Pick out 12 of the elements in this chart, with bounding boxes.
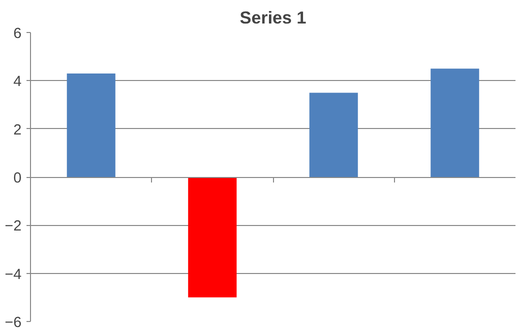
y-tick-label: −6 [4, 315, 22, 331]
y-tick-label: 0 [13, 170, 22, 186]
y-tick-label: 2 [13, 122, 22, 138]
bar [66, 73, 116, 177]
bar [430, 68, 480, 177]
bar [188, 177, 237, 298]
bar [309, 92, 358, 177]
y-tick-label: −4 [4, 266, 22, 283]
y-tick-label: 4 [13, 74, 22, 90]
y-tick-label: −2 [4, 218, 22, 235]
y-tick-label: 6 [13, 26, 22, 42]
chart-title: Series 1 [240, 8, 307, 28]
